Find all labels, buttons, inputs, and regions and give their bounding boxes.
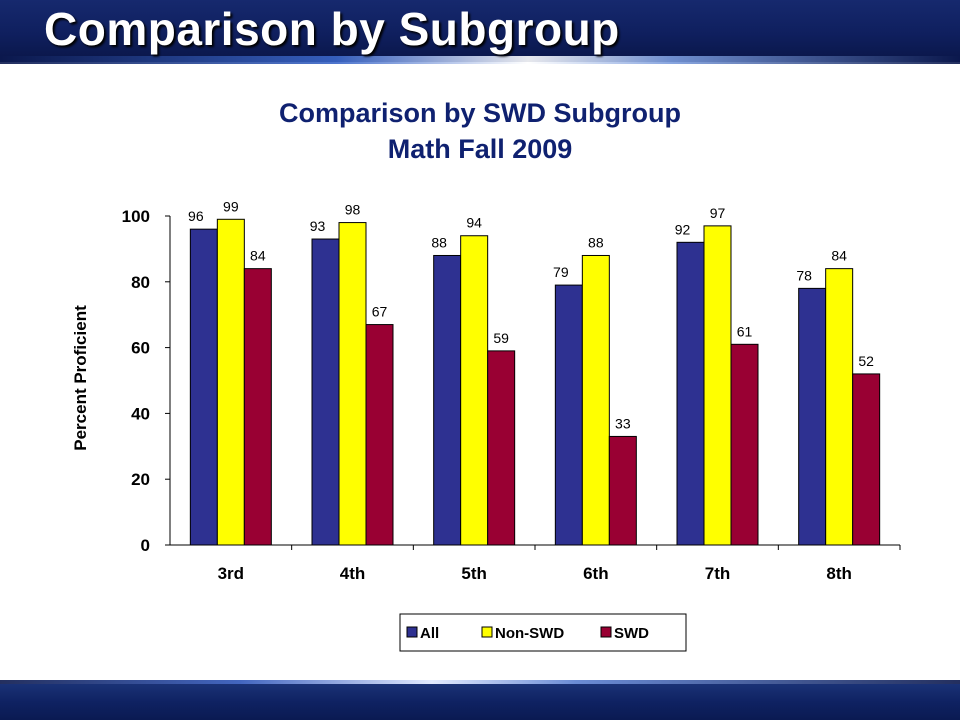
data-label: 93 (310, 218, 326, 234)
bar-all (798, 287, 827, 546)
data-label: 99 (223, 198, 239, 214)
bar-non-swd (581, 254, 610, 546)
bar-non-swd (825, 268, 854, 546)
bar-swd (852, 373, 881, 546)
x-tick-label: 7th (705, 564, 731, 583)
bar-non-swd (703, 225, 732, 546)
slide-title: Comparison by Subgroup (44, 3, 620, 55)
y-tick-label: 60 (131, 339, 150, 358)
bar-swd (243, 268, 272, 546)
bar-non-swd (338, 222, 367, 546)
data-label: 84 (250, 248, 266, 264)
bar-swd (365, 324, 394, 546)
bar-all (554, 284, 583, 546)
y-tick-label: 20 (131, 470, 150, 489)
data-label: 84 (831, 248, 847, 264)
x-tick-label: 4th (340, 564, 366, 583)
bar-swd (730, 343, 759, 546)
x-tick-label: 5th (461, 564, 487, 583)
data-label: 94 (466, 215, 482, 231)
data-label: 88 (588, 234, 604, 250)
legend-swatch (600, 626, 612, 638)
bar-swd (487, 350, 516, 546)
x-tick-label: 6th (583, 564, 609, 583)
bar-all (189, 228, 218, 546)
bar-non-swd (216, 218, 245, 546)
chart-subtitle: Math Fall 2009 (388, 134, 573, 164)
legend-swatch (406, 626, 418, 638)
data-label: 67 (372, 304, 388, 320)
data-label: 96 (188, 208, 204, 224)
x-tick-label: 3rd (218, 564, 244, 583)
data-label: 33 (615, 415, 631, 431)
plot-area: 0 20 40 60 80 100 96 99 84 3rd 93 98 67 4th 88 94 59 5th 7… (122, 198, 901, 583)
y-tick-label: 80 (131, 273, 150, 292)
legend-box (399, 613, 687, 652)
header-band (0, 0, 960, 62)
bar-all (676, 241, 705, 546)
legend-label: Non-SWD (495, 625, 564, 642)
legend-label: SWD (614, 625, 649, 642)
legend-label: All (420, 625, 439, 642)
bar-all (433, 254, 462, 546)
chart-title: Comparison by SWD Subgroup (279, 98, 681, 128)
data-label: 98 (345, 202, 361, 218)
header-streak (0, 56, 960, 64)
data-label: 78 (796, 267, 812, 283)
y-tick-label: 40 (131, 404, 150, 423)
bar-all (311, 238, 340, 546)
legend: All Non-SWD SWD (399, 613, 687, 652)
bar-swd (608, 435, 637, 546)
y-axis-label: Percent Proficient (71, 305, 90, 451)
data-label: 59 (493, 330, 509, 346)
data-label: 88 (431, 234, 447, 250)
data-label: 61 (737, 323, 753, 339)
footer-band (0, 684, 960, 720)
x-tick-label: 8th (826, 564, 852, 583)
legend-swatch (481, 626, 493, 638)
data-label: 52 (858, 353, 874, 369)
data-label: 97 (710, 205, 726, 221)
bar-non-swd (460, 235, 489, 546)
y-tick-label: 100 (122, 207, 150, 226)
data-label: 79 (553, 264, 569, 280)
data-label: 92 (675, 221, 691, 237)
y-tick-label: 0 (141, 536, 150, 555)
